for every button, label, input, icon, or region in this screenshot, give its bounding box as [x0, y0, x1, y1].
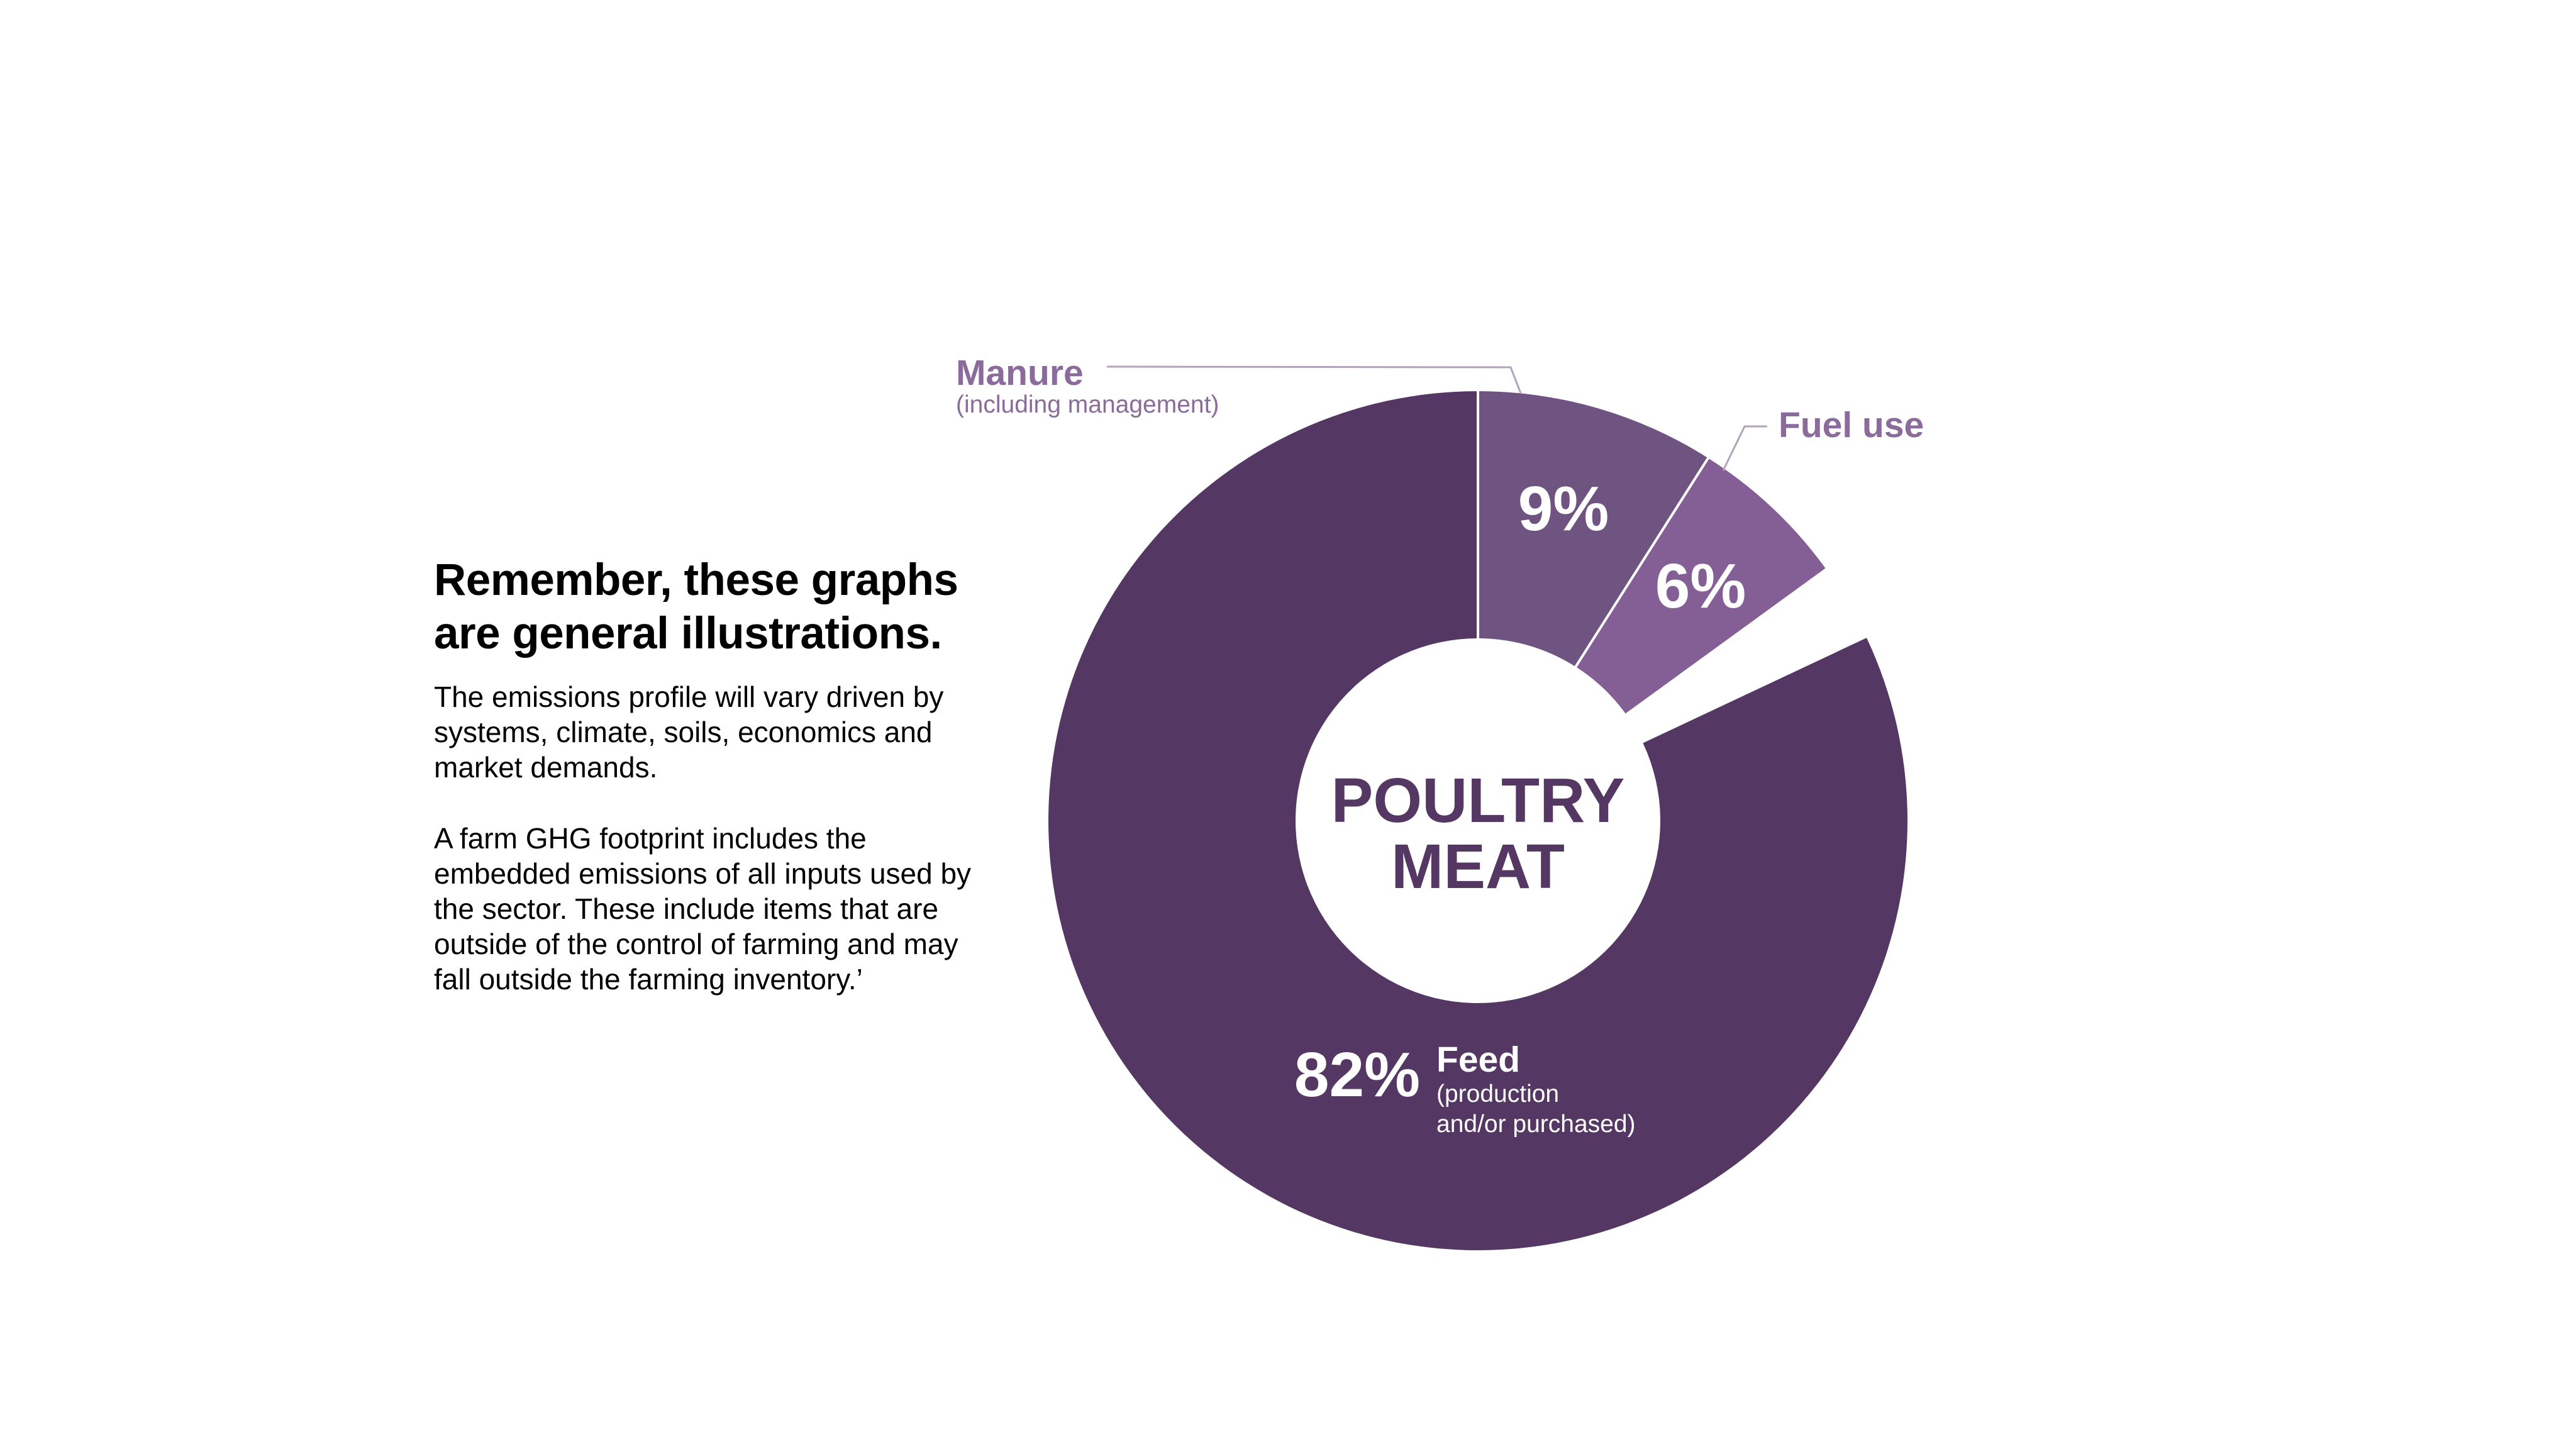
fuel-use-leader-line — [1722, 425, 1767, 471]
manure-value-label: 9% — [1518, 474, 1609, 544]
slice-separator — [1574, 456, 1710, 669]
manure-leader-line — [1106, 365, 1522, 394]
side-heading: Remember, these graphs are general illus… — [434, 553, 1000, 660]
side-heading-line-2: are general illustrations. — [434, 609, 942, 658]
side-paragraph-1: The emissions profile will vary driven b… — [434, 680, 944, 784]
fuel-use-value-label: 6% — [1655, 551, 1746, 621]
feed-slice — [1048, 391, 1907, 1251]
fuel-use-label: Fuel use — [1779, 405, 1924, 445]
feed-sublabel-line-1: (production — [1436, 1080, 1559, 1108]
side-heading-line-1: Remember, these graphs — [434, 555, 958, 605]
center-label-line-2: MEAT — [1391, 831, 1565, 902]
feed-sublabel-line-2: and/or purchased) — [1436, 1111, 1636, 1138]
manure-sublabel: (including management) — [956, 391, 1219, 418]
fuel-use-slice — [1575, 458, 1826, 714]
feed-label: Feed — [1436, 1040, 1520, 1080]
manure-slice — [1478, 391, 1708, 667]
manure-label: Manure — [956, 353, 1084, 393]
feed-value-label: 82% — [1294, 1040, 1420, 1110]
side-note: Remember, these graphs are general illus… — [434, 553, 1000, 1033]
center-label-line-1: POULTRY — [1331, 765, 1625, 836]
side-paragraph-2: A farm GHG footprint includes the embedd… — [434, 822, 972, 996]
